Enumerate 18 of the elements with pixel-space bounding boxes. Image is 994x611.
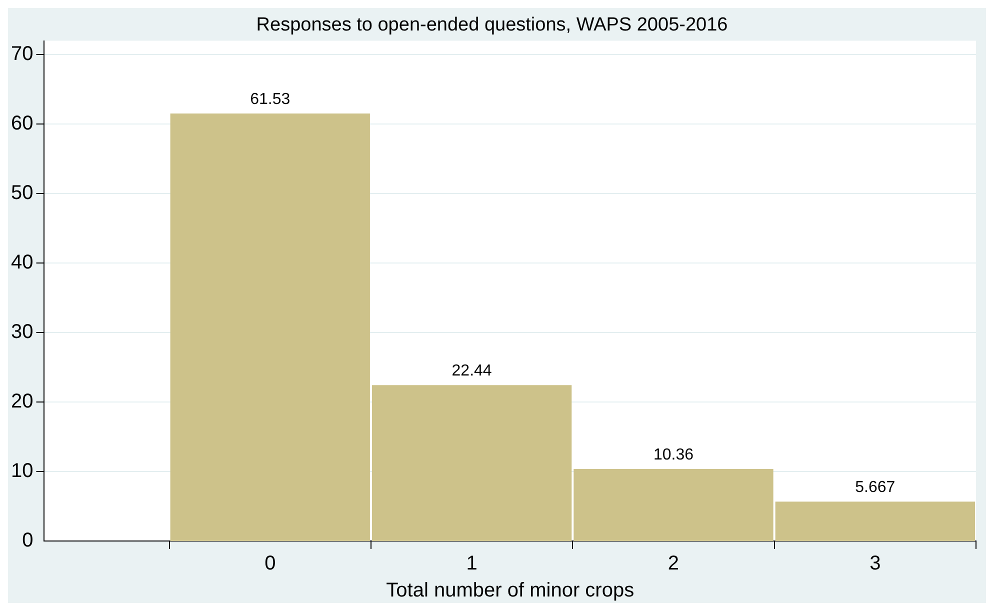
y-tick-label: 30 bbox=[10, 321, 34, 344]
x-tick-label: 0 bbox=[264, 552, 276, 575]
y-tick-label: 70 bbox=[10, 43, 34, 66]
y-tick-label: 40 bbox=[10, 252, 34, 274]
data-label: 5.667 bbox=[855, 479, 896, 496]
x-axis-title: Total number of minor crops bbox=[386, 580, 634, 602]
data-label: 22.44 bbox=[452, 362, 492, 380]
x-tick-label: 3 bbox=[870, 552, 881, 575]
y-tick-label: 50 bbox=[10, 182, 34, 204]
y-tick-label: 60 bbox=[10, 112, 34, 135]
data-label: 61.53 bbox=[250, 90, 290, 108]
x-tick-label: 1 bbox=[466, 552, 478, 575]
chart-title: Responses to open-ended questions, WAPS 2005-2016 bbox=[256, 14, 728, 36]
y-tick-label: 0 bbox=[22, 530, 34, 552]
x-tick-label: 2 bbox=[668, 552, 680, 575]
y-tick-label: 20 bbox=[10, 390, 34, 413]
data-label: 10.36 bbox=[653, 446, 694, 464]
y-tick-label: 10 bbox=[10, 460, 34, 482]
